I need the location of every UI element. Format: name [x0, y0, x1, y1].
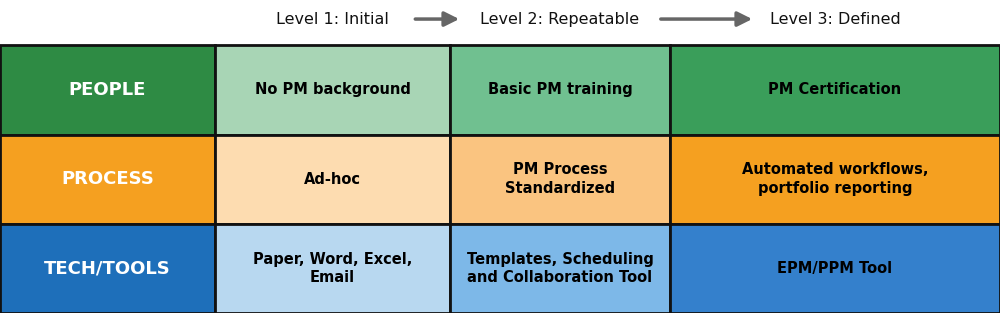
- Bar: [215, 224, 450, 313]
- Bar: [215, 45, 450, 135]
- Bar: [450, 135, 670, 224]
- Text: Level 2: Repeatable: Level 2: Repeatable: [480, 12, 640, 27]
- Bar: [670, 45, 1000, 135]
- Text: Ad-hoc: Ad-hoc: [304, 172, 361, 187]
- Bar: [215, 135, 450, 224]
- Text: PM Certification: PM Certification: [768, 83, 902, 97]
- Text: No PM background: No PM background: [255, 83, 410, 97]
- Text: Level 1: Initial: Level 1: Initial: [276, 12, 389, 27]
- Text: TECH/TOOLS: TECH/TOOLS: [44, 259, 171, 277]
- Text: PROCESS: PROCESS: [61, 170, 154, 188]
- Text: Paper, Word, Excel,
Email: Paper, Word, Excel, Email: [253, 252, 412, 285]
- Text: Templates, Scheduling
and Collaboration Tool: Templates, Scheduling and Collaboration …: [467, 252, 653, 285]
- Text: PM Process
Standardized: PM Process Standardized: [505, 162, 615, 196]
- Bar: [670, 224, 1000, 313]
- Text: PEOPLE: PEOPLE: [69, 81, 146, 99]
- Text: Level 3: Defined: Level 3: Defined: [770, 12, 900, 27]
- Bar: [450, 45, 670, 135]
- Bar: [0, 45, 215, 135]
- Bar: [0, 135, 215, 224]
- Text: EPM/PPM Tool: EPM/PPM Tool: [777, 261, 893, 276]
- Text: Basic PM training: Basic PM training: [488, 83, 632, 97]
- Bar: [450, 224, 670, 313]
- Bar: [670, 135, 1000, 224]
- Bar: [0, 224, 215, 313]
- Text: Automated workflows,
portfolio reporting: Automated workflows, portfolio reporting: [742, 162, 928, 196]
